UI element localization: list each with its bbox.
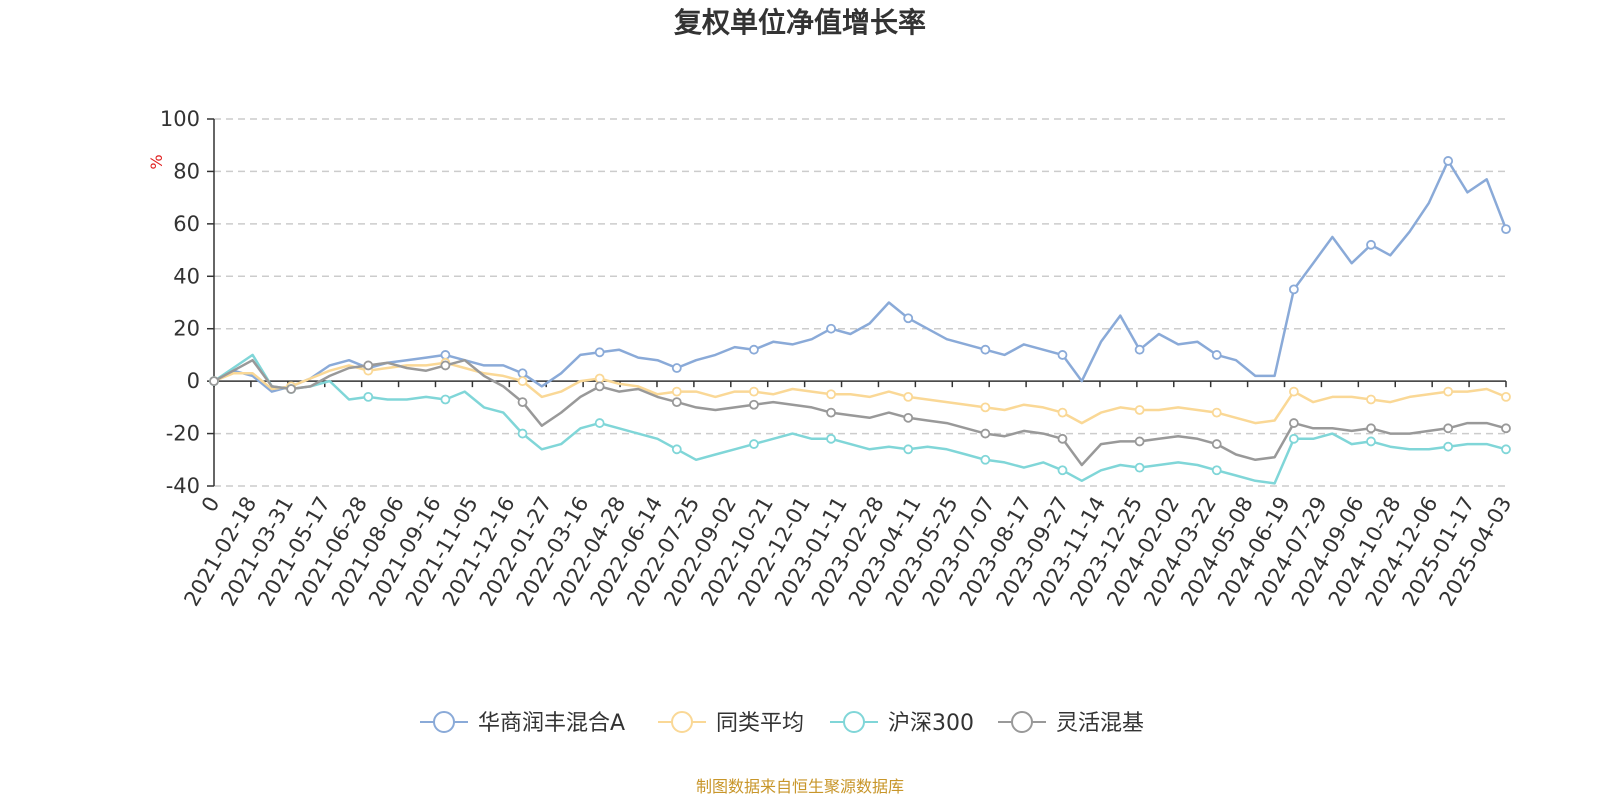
legend-item[interactable]: 同类平均 (658, 711, 804, 736)
legend-item[interactable]: 华商润丰混合A (420, 711, 625, 736)
legend-marker (433, 711, 455, 733)
axis-layer: -40-2002040608010002021-02-182021-03-312… (160, 107, 1516, 610)
series-point-0 (1134, 344, 1145, 355)
series-point-2 (826, 433, 836, 444)
series-point-3 (517, 397, 528, 408)
series-point-0 (440, 350, 451, 360)
series-point-1 (1211, 407, 1222, 418)
series-layer (209, 156, 1511, 485)
y-tick-label: 60 (173, 212, 200, 236)
series-line-2 (213, 353, 1507, 485)
series-point-3 (1366, 423, 1376, 434)
series-point-3 (1134, 436, 1145, 447)
x-tick-label: 0 (197, 493, 224, 517)
series-point-0 (980, 344, 991, 355)
series-point-0 (1211, 350, 1222, 360)
series-point-1 (1501, 391, 1511, 402)
series-point-0 (671, 363, 682, 373)
series-point-0 (903, 313, 914, 324)
series-point-1 (671, 386, 682, 397)
series-point-1 (1366, 394, 1376, 405)
y-tick-label: 40 (173, 264, 200, 288)
series-point-2 (440, 394, 451, 405)
legend-label: 华商润丰混合A (478, 711, 625, 736)
series-point-3 (903, 412, 914, 423)
legend-label: 灵活混基 (1056, 711, 1144, 736)
series-point-3 (671, 397, 682, 408)
series-point-2 (517, 428, 528, 439)
series-line-3 (213, 358, 1507, 467)
legend-marker (843, 711, 865, 733)
series-point-2 (980, 454, 991, 465)
grid-layer (214, 118, 1506, 487)
y-tick-label: 80 (173, 159, 200, 183)
series-point-2 (671, 444, 682, 455)
series-point-1 (517, 376, 528, 387)
series-point-1 (1443, 386, 1454, 397)
series-point-1 (903, 391, 914, 402)
series-point-3 (363, 360, 374, 371)
series-point-3 (826, 407, 836, 418)
series-point-3 (1501, 423, 1511, 434)
series-point-0 (1443, 156, 1454, 166)
series-point-3 (594, 381, 605, 392)
series-point-3 (440, 360, 451, 371)
series-point-0 (1501, 224, 1511, 235)
source-note: 制图数据来自恒生聚源数据库 (696, 777, 904, 796)
series-point-2 (1134, 462, 1145, 473)
legend-marker (671, 711, 693, 733)
series-point-2 (1288, 433, 1299, 444)
series-point-2 (903, 444, 914, 455)
y-tick-label: 20 (173, 317, 200, 341)
y-axis-unit: % (147, 154, 166, 169)
y-tick-label: -40 (166, 474, 200, 498)
series-point-3 (1057, 433, 1068, 444)
legend-item[interactable]: 灵活混基 (998, 711, 1144, 736)
legend: 华商润丰混合A 同类平均 沪深300 灵活混基 (420, 711, 1144, 736)
series-point-2 (1057, 465, 1068, 476)
legend-label: 同类平均 (716, 711, 804, 736)
series-point-2 (1501, 444, 1511, 455)
series-point-0 (749, 344, 759, 355)
series-point-3 (286, 384, 297, 394)
series-point-2 (1443, 441, 1454, 452)
series-point-3 (209, 376, 219, 387)
series-point-2 (749, 439, 759, 449)
series-point-0 (517, 368, 528, 379)
y-tick-label: -20 (166, 422, 200, 446)
series-point-1 (594, 373, 605, 384)
series-line-1 (213, 361, 1507, 425)
series-point-3 (1288, 418, 1299, 428)
series-point-3 (1443, 423, 1454, 434)
series-point-1 (1057, 407, 1068, 418)
series-point-2 (1211, 465, 1222, 476)
series-point-0 (1288, 284, 1299, 295)
series-point-0 (594, 347, 605, 358)
legend-label: 沪深300 (888, 711, 974, 736)
y-tick-label: 0 (187, 369, 200, 393)
series-point-2 (594, 418, 605, 428)
y-tick-label: 100 (160, 107, 200, 131)
series-point-1 (1288, 386, 1299, 397)
chart-title: 复权单位净值增长率 (674, 6, 926, 39)
series-point-3 (1211, 439, 1222, 449)
series-point-2 (363, 391, 374, 402)
legend-marker (1011, 711, 1033, 733)
series-point-1 (749, 386, 759, 397)
series-line-0 (213, 159, 1508, 393)
series-point-2 (1366, 436, 1376, 447)
series-point-3 (980, 428, 991, 439)
series-point-0 (1366, 239, 1376, 250)
series-point-0 (1057, 350, 1068, 360)
series-point-3 (749, 399, 759, 410)
series-point-1 (826, 389, 836, 400)
series-point-1 (1134, 405, 1145, 415)
series-point-1 (980, 402, 991, 413)
series-point-0 (826, 323, 836, 334)
legend-item[interactable]: 沪深300 (830, 711, 974, 736)
